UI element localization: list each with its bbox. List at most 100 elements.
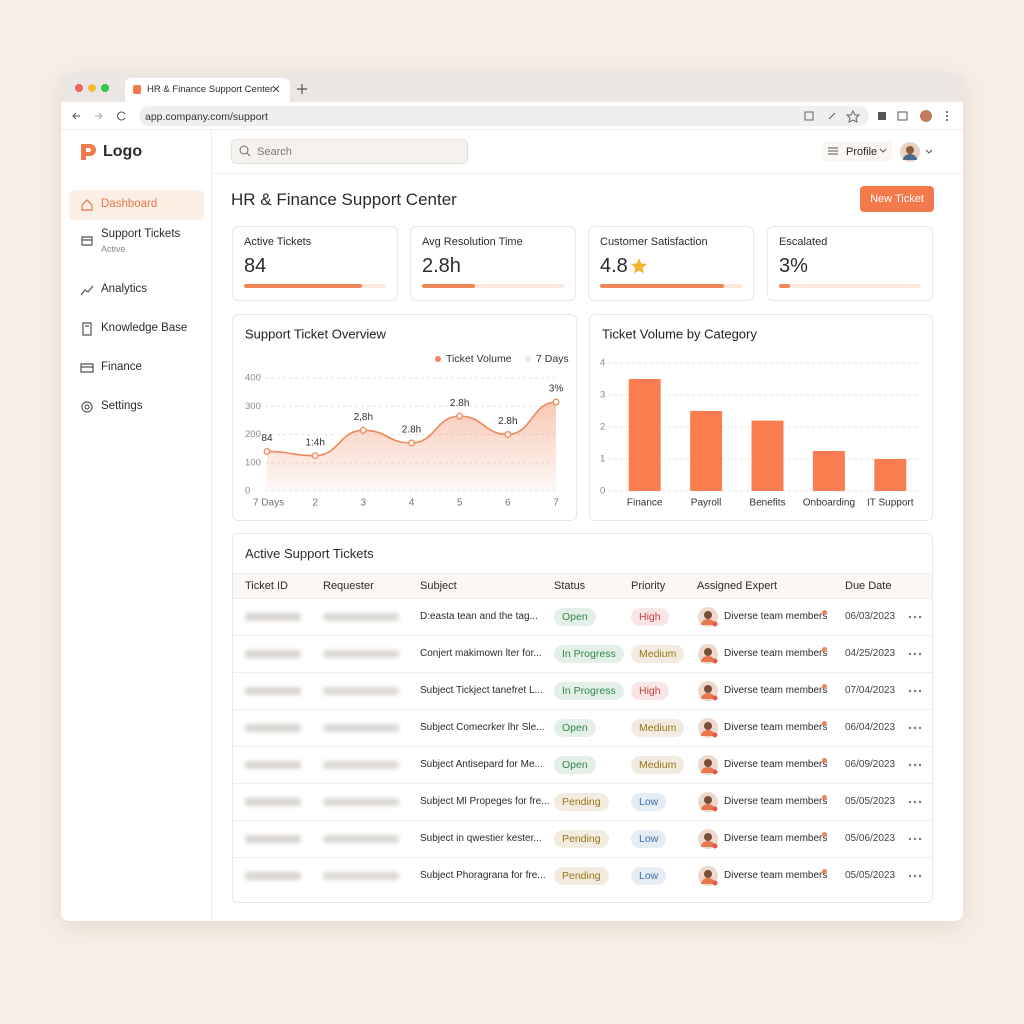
status-dot (712, 695, 718, 701)
due-date: 06/03/2023 (845, 611, 896, 622)
nav-buttons[interactable] (71, 110, 129, 122)
row-divider (233, 783, 932, 784)
ticket-subject: Subject Comecrker lhr Sle... (420, 722, 545, 733)
new-ticket-button[interactable]: New Ticket (860, 186, 934, 212)
menu-dot (908, 689, 912, 693)
avatar-body (701, 730, 715, 736)
progress-track (779, 284, 921, 288)
search-box[interactable] (231, 139, 468, 164)
x-tick-label: 6 (505, 498, 511, 509)
ticket-subject: Conjert makimown lter for... (420, 648, 542, 659)
status-dot (712, 621, 718, 627)
y-tick-label: 0 (600, 486, 605, 497)
nav-item[interactable]: Finance (101, 361, 142, 373)
avatar-head (704, 722, 712, 730)
window-controls (75, 84, 109, 92)
status-dot (712, 732, 718, 738)
nav-item[interactable]: Support Tickets (101, 228, 181, 240)
data-point (504, 431, 512, 438)
kpi-card (410, 226, 576, 301)
requester-blurred (323, 613, 399, 621)
menu-dot (913, 763, 917, 767)
nav-icon (80, 363, 94, 373)
avatar[interactable] (899, 141, 935, 163)
tickets-table-card: Active Support Tickets Ticket ID Requester… (232, 533, 933, 903)
column-header: Priority (631, 580, 666, 592)
menu-dot (913, 837, 917, 841)
nav-item[interactable]: Dashboard (101, 198, 158, 210)
progress-bar (600, 284, 724, 288)
chart-title: Support Ticket Overview (245, 326, 386, 341)
status-dot (712, 658, 718, 664)
requester-blurred (323, 872, 399, 880)
status-badge: Pending (554, 867, 609, 885)
nav-item[interactable]: Analytics (101, 283, 148, 295)
expert-dot (822, 610, 827, 615)
ticket-id-blurred (245, 613, 301, 621)
row-menu[interactable] (908, 725, 922, 731)
x-tick-label: 2 (312, 498, 318, 509)
nav-item[interactable]: Knowledge Base (101, 322, 188, 334)
table-header-bg (233, 573, 932, 599)
menu-dot (908, 763, 912, 767)
bar (751, 420, 784, 491)
url-field[interactable] (139, 106, 869, 126)
row-menu[interactable] (908, 836, 922, 842)
avatar-head (704, 833, 712, 841)
tab-close[interactable] (271, 84, 281, 94)
progress-bar (244, 284, 362, 288)
assigned-expert: Diverse team members (724, 796, 828, 807)
legend-label: 7 Days (536, 353, 569, 365)
bar (874, 459, 907, 491)
kpi-value: 3% (779, 255, 808, 277)
avatar-head (704, 759, 712, 767)
data-point (263, 447, 271, 455)
requester-blurred (323, 687, 399, 695)
menu-dot (918, 800, 922, 804)
row-menu[interactable] (908, 614, 922, 620)
chart-title: Ticket Volume by Category (602, 326, 757, 341)
x-tick-label: Payroll (691, 498, 722, 509)
assigned-expert: Diverse team members (724, 611, 828, 622)
legend-swatch (435, 356, 441, 362)
search-icon (239, 145, 251, 157)
expert-avatar (698, 792, 718, 812)
column-header: Ticket ID (245, 580, 288, 592)
nav-item[interactable]: Settings (101, 400, 143, 412)
row-menu[interactable] (908, 762, 922, 768)
menu-dot (918, 837, 922, 841)
profile-button[interactable] (822, 141, 892, 161)
nav-icon (82, 322, 92, 336)
x-tick-label: 7 Days (253, 498, 284, 509)
star-icon (631, 258, 647, 274)
table-title: Active Support Tickets (245, 546, 374, 561)
row-menu[interactable] (908, 799, 922, 805)
icon-shape (80, 363, 94, 373)
priority-badge: High (631, 682, 669, 700)
ticket-id-blurred (245, 872, 301, 880)
ticket-subject: Subject Phoragrana for fre... (420, 870, 546, 881)
kpi-value: 84 (244, 255, 267, 277)
row-menu[interactable] (908, 873, 922, 879)
top-header (212, 130, 963, 174)
icon-shape (82, 322, 92, 336)
tab[interactable] (125, 78, 290, 102)
priority-badge: Medium (631, 645, 685, 663)
due-date: 07/04/2023 (845, 685, 896, 696)
expert-avatar (698, 755, 718, 775)
profile-label: Profile (846, 146, 878, 158)
row-menu[interactable] (908, 651, 922, 657)
ticket-id-blurred (245, 724, 301, 732)
kpi-card (767, 226, 933, 301)
row-menu[interactable] (908, 688, 922, 694)
new-tab[interactable] (297, 84, 307, 94)
requester-blurred (323, 724, 399, 732)
browser-toolbar-icons (804, 109, 948, 123)
status-badge: Open (554, 756, 596, 774)
menu-dot (913, 615, 917, 619)
progress-track (422, 284, 564, 288)
expert-avatar (698, 607, 718, 627)
icon-shape (80, 285, 94, 296)
avatar-body (701, 656, 715, 662)
row-divider (233, 635, 932, 636)
